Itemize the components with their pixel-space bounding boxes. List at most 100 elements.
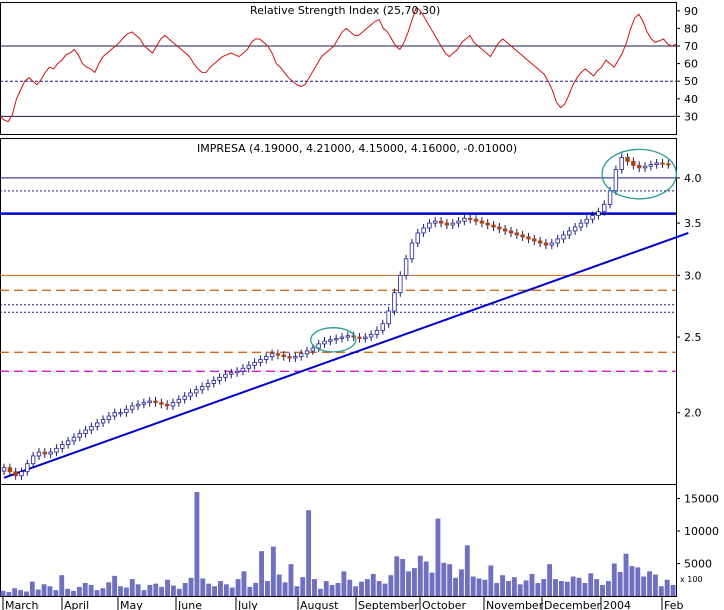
volume-bar <box>341 571 347 596</box>
candle-body <box>77 433 82 438</box>
support-trendline <box>3 231 689 479</box>
volume-bar <box>429 572 435 596</box>
candle-body <box>537 240 543 244</box>
candle-body <box>642 165 648 169</box>
volume-bar <box>470 576 476 596</box>
volume-bar <box>658 586 664 596</box>
volume-bar <box>212 586 217 596</box>
candle-body <box>456 220 461 224</box>
volume-tick-label: 5000 <box>684 558 712 571</box>
candle-body <box>60 444 65 449</box>
candle-body <box>205 383 211 387</box>
candle-body <box>252 361 257 366</box>
volume-bar <box>0 590 6 596</box>
candle-body <box>613 169 619 192</box>
volume-bar <box>306 510 312 596</box>
rsi-tick-label: 40 <box>684 93 698 106</box>
volume-bar <box>12 588 18 596</box>
candle-body <box>182 395 187 400</box>
candle-body <box>118 412 123 415</box>
volume-bar <box>576 577 582 596</box>
candle-body <box>549 242 554 246</box>
volume-multiplier-label: x 100 <box>680 575 703 584</box>
candle-body <box>607 190 613 205</box>
candle-body <box>328 339 333 342</box>
volume-bar <box>129 579 135 596</box>
volume-bar <box>641 576 647 596</box>
candle-body <box>473 218 479 222</box>
volume-bar <box>265 581 270 596</box>
volume-bar <box>388 575 394 596</box>
candle-body <box>1 467 7 472</box>
volume-bar <box>423 561 429 596</box>
candle-body <box>654 162 659 166</box>
volume-bar <box>605 581 611 596</box>
rsi-tick-label: 30 <box>684 110 698 123</box>
candle-body <box>450 222 455 226</box>
volume-bar <box>400 558 406 596</box>
volume-bar <box>270 546 276 596</box>
volume-bar <box>71 590 76 596</box>
candle-body <box>444 222 450 226</box>
volume-bar <box>629 566 635 596</box>
candle-body <box>240 367 246 372</box>
candle-body <box>229 372 234 375</box>
volume-bar <box>670 584 676 596</box>
candle-body <box>386 310 391 325</box>
x-tick-label: Feb <box>664 599 683 610</box>
candle-body <box>304 350 310 355</box>
candle-body <box>42 451 47 455</box>
volume-bar <box>88 584 94 596</box>
volume-bar <box>647 571 652 596</box>
volume-frame <box>0 484 677 597</box>
volume-tick-label: 15000 <box>684 493 719 506</box>
candle-body <box>199 386 205 391</box>
volume-bar <box>359 581 364 596</box>
rsi-tick-label: 70 <box>684 40 698 53</box>
volume-bar <box>382 583 388 596</box>
volume-bar <box>153 583 159 596</box>
volume-bar <box>82 583 88 596</box>
candle-body <box>333 338 339 341</box>
candle-body <box>164 403 170 407</box>
x-tick-label: August <box>300 599 339 610</box>
candle-body <box>491 224 496 228</box>
candle-body <box>48 451 53 455</box>
rsi-tick-label: 80 <box>684 22 698 35</box>
candle-body <box>479 220 485 224</box>
candle-body <box>124 408 129 414</box>
volume-bar <box>570 576 576 596</box>
candle-body <box>520 234 525 238</box>
volume-bar <box>259 551 265 596</box>
candle-body <box>234 370 240 374</box>
volume-bar <box>147 584 153 596</box>
candle-body <box>106 415 112 420</box>
price-tick-label: 2.0 <box>684 407 702 420</box>
candle-body <box>433 220 438 224</box>
volume-bar <box>506 581 511 596</box>
volume-bar <box>118 586 123 596</box>
rsi-tick-label: 50 <box>684 75 698 88</box>
volume-bar <box>59 575 65 596</box>
candle-body <box>264 356 269 360</box>
x-tick-label: November <box>486 599 544 610</box>
consolidation-ellipse <box>310 327 357 353</box>
candle-body <box>65 440 71 445</box>
candle-body <box>485 222 490 226</box>
candle-body <box>159 402 164 405</box>
volume-bar <box>441 562 447 596</box>
candle-body <box>188 392 193 397</box>
candle-body <box>357 336 362 339</box>
candle-body <box>590 215 595 220</box>
volume-bar <box>664 579 670 596</box>
volume-bar <box>459 569 464 596</box>
candle-body <box>258 359 263 363</box>
rsi-tick-label: 60 <box>684 58 698 71</box>
volume-bar <box>141 590 147 596</box>
volume-bar <box>523 580 529 596</box>
candle-body <box>421 227 426 234</box>
volume-bar <box>112 575 118 596</box>
volume-bar <box>65 588 71 596</box>
price-tick-label: 4.0 <box>684 172 702 185</box>
volume-bar <box>464 545 470 596</box>
